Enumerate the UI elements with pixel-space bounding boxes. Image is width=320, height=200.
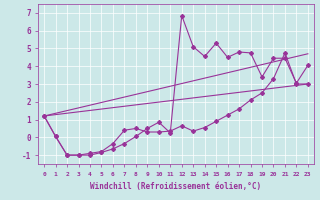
- X-axis label: Windchill (Refroidissement éolien,°C): Windchill (Refroidissement éolien,°C): [91, 182, 261, 191]
